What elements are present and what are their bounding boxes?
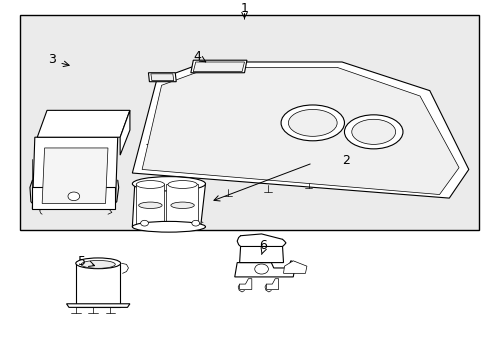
- Circle shape: [68, 192, 80, 201]
- Ellipse shape: [136, 181, 164, 188]
- Ellipse shape: [139, 202, 162, 208]
- Polygon shape: [132, 62, 468, 198]
- Polygon shape: [151, 74, 173, 81]
- Circle shape: [254, 264, 268, 274]
- Polygon shape: [37, 111, 130, 137]
- Ellipse shape: [81, 260, 115, 268]
- Text: 4: 4: [193, 50, 201, 63]
- Circle shape: [191, 220, 199, 226]
- Polygon shape: [66, 304, 130, 307]
- Polygon shape: [239, 279, 251, 289]
- Ellipse shape: [344, 115, 402, 149]
- Text: 3: 3: [48, 53, 56, 66]
- Ellipse shape: [132, 221, 205, 232]
- Polygon shape: [239, 247, 283, 262]
- Text: 5: 5: [78, 255, 86, 268]
- Polygon shape: [76, 264, 120, 307]
- Polygon shape: [142, 67, 458, 194]
- Ellipse shape: [132, 177, 205, 191]
- Polygon shape: [193, 62, 244, 72]
- Ellipse shape: [351, 119, 395, 144]
- Polygon shape: [283, 261, 306, 273]
- Polygon shape: [148, 73, 176, 82]
- Polygon shape: [234, 261, 295, 277]
- Polygon shape: [120, 111, 130, 155]
- Polygon shape: [42, 148, 108, 203]
- Polygon shape: [32, 137, 118, 209]
- Polygon shape: [190, 60, 246, 73]
- Polygon shape: [132, 184, 205, 227]
- Circle shape: [141, 220, 148, 226]
- Polygon shape: [166, 184, 198, 227]
- Ellipse shape: [170, 202, 194, 208]
- Polygon shape: [32, 187, 115, 209]
- Text: 1: 1: [240, 3, 248, 15]
- Ellipse shape: [281, 105, 344, 141]
- Polygon shape: [266, 279, 278, 289]
- Text: 2: 2: [341, 154, 349, 167]
- Ellipse shape: [76, 258, 121, 269]
- Ellipse shape: [288, 109, 336, 136]
- Text: 6: 6: [259, 239, 266, 252]
- Bar: [20, 15, 478, 230]
- Polygon shape: [136, 184, 163, 227]
- Ellipse shape: [167, 181, 197, 188]
